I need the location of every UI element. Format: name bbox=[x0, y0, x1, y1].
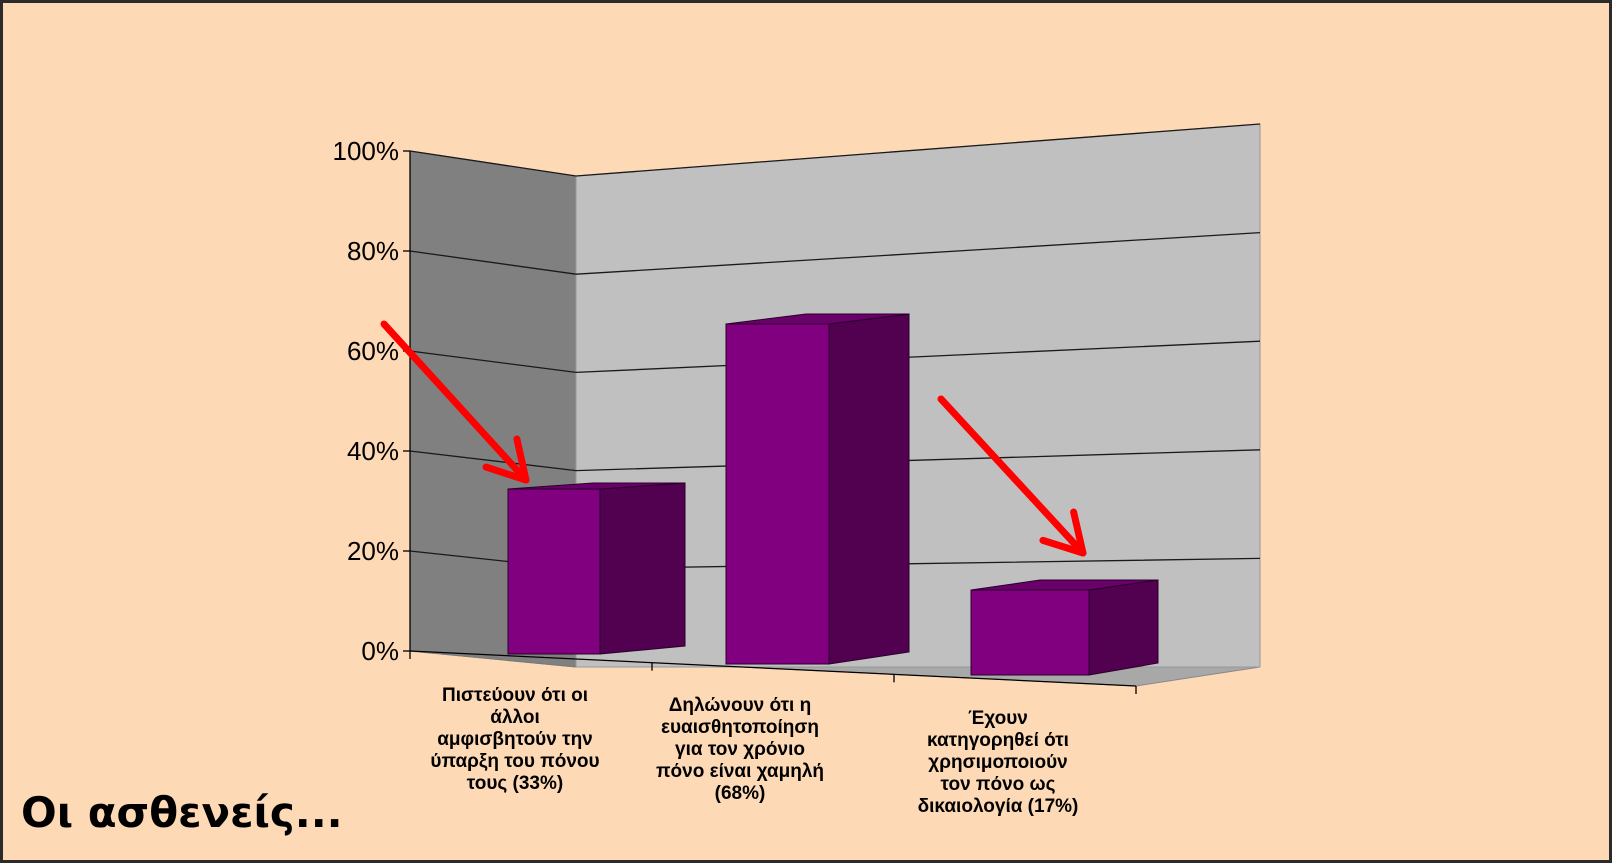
gridline bbox=[409, 449, 1261, 472]
bar bbox=[970, 579, 1159, 676]
x-category-label-line: κατηγορηθεί ότι bbox=[927, 730, 1069, 751]
x-category-label-line: ευαισθητοποίηση bbox=[660, 717, 820, 738]
bar bbox=[507, 482, 686, 655]
bar-front bbox=[970, 589, 1090, 676]
x-category-label-line: αμφισβητούν την bbox=[437, 729, 593, 750]
bar-front bbox=[507, 488, 601, 655]
arrow-icon bbox=[937, 395, 1087, 557]
bar-side bbox=[599, 482, 686, 655]
bar-front bbox=[725, 323, 830, 665]
x-category-label-line: άλλοι bbox=[490, 707, 540, 728]
x-category-label-line: Έχουν bbox=[968, 708, 1028, 729]
arrow-head bbox=[1039, 508, 1087, 557]
x-category-label-line: πόνο είναι χαμηλή bbox=[655, 761, 825, 782]
x-category-label-line: ύπαρξη του πόνου bbox=[430, 751, 600, 772]
arrow-head bbox=[482, 435, 530, 484]
x-category-label-line: για τον χρόνιο bbox=[675, 739, 805, 760]
chart: 0% 20% 40% 60% 80% 100% bbox=[333, 123, 1261, 694]
y-tick-label: 60% bbox=[347, 336, 399, 366]
x-category-label-line: Πιστεύουν ότι οι bbox=[441, 685, 589, 706]
y-tick-label: 20% bbox=[347, 536, 399, 566]
bar-side bbox=[1088, 579, 1159, 676]
bar-side bbox=[828, 313, 910, 665]
x-category-label: Πιστεύουν ότι οι άλλοι αμφισβητούν την ύπαρ… bbox=[415, 685, 615, 795]
x-category-label-line: Δηλώνουν ότι η bbox=[668, 695, 812, 716]
gridline bbox=[409, 340, 1261, 374]
x-category-label-line: δικαιολογία (17%) bbox=[917, 796, 1079, 817]
slide-caption: Οι ασθενείς... bbox=[21, 788, 343, 837]
x-category-label-line: τους (33%) bbox=[466, 773, 564, 794]
x-category-label-line: (68%) bbox=[714, 783, 766, 804]
x-category-label: Έχουν κατηγορηθεί ότι χρησιμοποιούν τον πόν… bbox=[898, 708, 1098, 818]
bar bbox=[725, 313, 910, 665]
y-tick-label: 80% bbox=[347, 236, 399, 266]
arrow-icon bbox=[380, 320, 530, 484]
arrow-shaft bbox=[937, 395, 1087, 557]
x-category-label-line: χρησιμοποιούν bbox=[928, 752, 1068, 773]
y-tick-label: 0% bbox=[361, 636, 399, 666]
x-category-label: Δηλώνουν ότι η ευαισθητοποίηση για τον χρό… bbox=[640, 695, 840, 805]
arrow-shaft bbox=[380, 320, 530, 484]
gridline bbox=[409, 123, 1261, 177]
y-tick-label: 100% bbox=[333, 136, 400, 166]
x-axis-line bbox=[409, 650, 1137, 687]
y-tick-label: 40% bbox=[347, 436, 399, 466]
x-category-label-line: τον πόνο ως bbox=[940, 774, 1056, 795]
gridline bbox=[409, 231, 1261, 275]
